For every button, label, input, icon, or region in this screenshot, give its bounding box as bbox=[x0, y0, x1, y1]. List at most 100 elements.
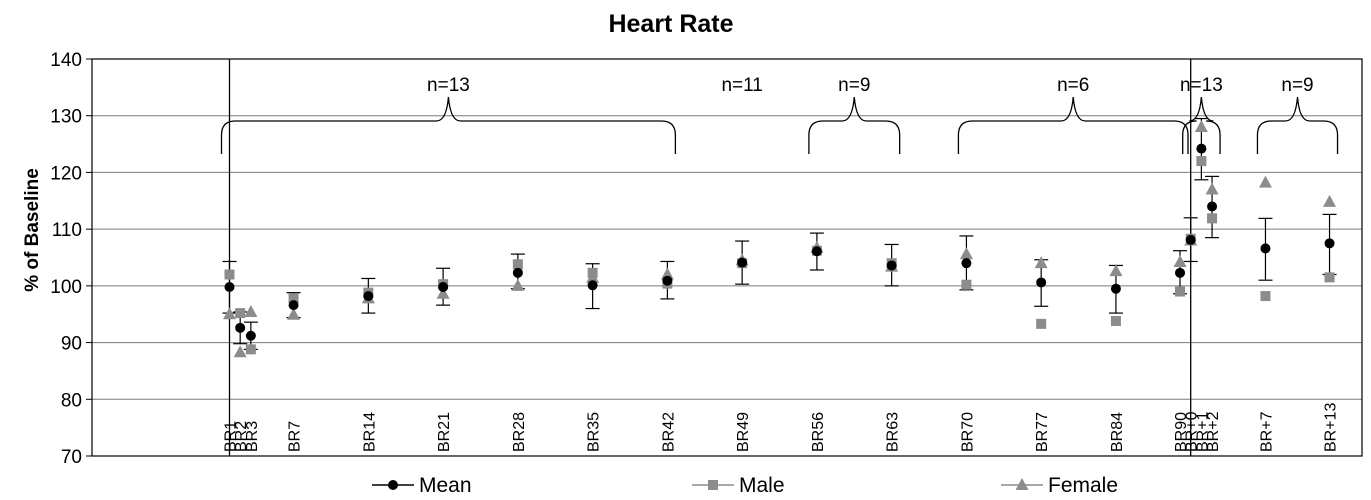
female-point bbox=[1205, 182, 1219, 195]
male-point bbox=[587, 267, 598, 278]
female-point bbox=[244, 304, 258, 317]
male-point bbox=[512, 259, 523, 270]
x-category-label: BR28 bbox=[511, 412, 528, 452]
x-category-label: BR14 bbox=[361, 412, 378, 452]
group-brace bbox=[808, 96, 901, 154]
group-brace bbox=[220, 96, 677, 154]
female-point bbox=[1258, 175, 1272, 188]
group-n-label: n=6 bbox=[1057, 75, 1089, 96]
x-category-label: BR3 bbox=[244, 421, 261, 452]
group-n-label: n=9 bbox=[1281, 75, 1313, 96]
y-tick-label: 70 bbox=[61, 447, 82, 468]
x-category-label: BR77 bbox=[1034, 412, 1051, 452]
female-point bbox=[660, 267, 674, 280]
mean-point bbox=[1207, 201, 1218, 212]
legend-label-mean: Mean bbox=[419, 474, 472, 497]
legend-label-female: Female bbox=[1048, 474, 1118, 497]
x-category-label: BR+13 bbox=[1323, 403, 1340, 452]
y-tick-label: 120 bbox=[50, 163, 82, 184]
male-point bbox=[1207, 213, 1218, 224]
mean-point bbox=[288, 300, 299, 311]
female-point bbox=[1173, 255, 1187, 268]
y-tick-label: 90 bbox=[61, 334, 82, 355]
x-category-label: BR+0 bbox=[1184, 411, 1201, 452]
female-point bbox=[1034, 256, 1048, 269]
female-point bbox=[1109, 264, 1123, 277]
female-point bbox=[1323, 194, 1337, 207]
chart-title: Heart Rate bbox=[608, 10, 733, 38]
y-tick-label: 140 bbox=[50, 50, 82, 71]
x-category-label: BR35 bbox=[586, 412, 603, 452]
mean-point bbox=[662, 275, 673, 286]
mean-point bbox=[245, 330, 256, 341]
female-point bbox=[1194, 120, 1208, 133]
female-point bbox=[287, 307, 301, 320]
mean-point bbox=[587, 280, 598, 291]
y-tick-label: 130 bbox=[50, 107, 82, 128]
legend-marker-female bbox=[1015, 478, 1029, 490]
x-category-label: BR1 bbox=[223, 421, 240, 452]
plot-frame bbox=[91, 58, 1363, 457]
legend-label-male: Male bbox=[739, 474, 785, 497]
mean-point bbox=[438, 281, 449, 292]
male-point bbox=[1036, 318, 1047, 329]
female-point bbox=[959, 247, 973, 260]
male-point bbox=[245, 344, 256, 355]
x-category-label: BR49 bbox=[735, 412, 752, 452]
x-category-label: BR42 bbox=[660, 412, 677, 452]
x-category-label: BR70 bbox=[959, 412, 976, 452]
mean-point bbox=[737, 257, 748, 268]
group-n-label: n=13 bbox=[427, 75, 470, 96]
x-category-label: BR+7 bbox=[1258, 411, 1275, 452]
male-point bbox=[1175, 286, 1186, 297]
group-brace bbox=[1256, 96, 1339, 154]
x-category-label: BR21 bbox=[436, 412, 453, 452]
legend-marker-male bbox=[708, 480, 718, 490]
mean-point bbox=[811, 246, 822, 257]
y-axis-label: % of Baseline bbox=[22, 168, 43, 292]
group-n-label: n=9 bbox=[838, 75, 870, 96]
x-category-label: BR+1 bbox=[1194, 411, 1211, 452]
y-tick-label: 110 bbox=[52, 220, 82, 241]
male-point bbox=[1110, 316, 1121, 327]
mean-point bbox=[1185, 234, 1196, 245]
x-category-label: BR+2 bbox=[1205, 411, 1222, 452]
group-brace bbox=[1182, 96, 1221, 154]
mean-point bbox=[1324, 238, 1335, 249]
male-point bbox=[1324, 272, 1335, 283]
mean-point bbox=[1175, 267, 1186, 278]
female-point bbox=[436, 286, 450, 299]
male-point bbox=[1196, 156, 1207, 167]
female-point bbox=[233, 345, 247, 358]
y-tick-label: 80 bbox=[61, 390, 82, 411]
mean-point bbox=[1110, 283, 1121, 294]
mean-point bbox=[224, 281, 235, 292]
x-category-label: BR7 bbox=[287, 421, 304, 452]
legend: Mean Male Female bbox=[372, 474, 1118, 497]
mean-point bbox=[235, 322, 246, 333]
x-category-label: BR2 bbox=[233, 421, 250, 452]
x-category-label: BR90 bbox=[1173, 412, 1190, 452]
mean-point bbox=[1260, 243, 1271, 254]
mean-point bbox=[886, 260, 897, 271]
male-point bbox=[961, 279, 972, 290]
mean-point bbox=[1036, 277, 1047, 288]
male-point bbox=[224, 269, 235, 280]
male-point bbox=[235, 308, 246, 319]
female-point bbox=[223, 307, 236, 320]
mean-point bbox=[1196, 143, 1207, 154]
male-point bbox=[1260, 291, 1271, 302]
x-category-label: BR84 bbox=[1109, 412, 1126, 452]
y-tick-label: 100 bbox=[50, 277, 82, 298]
group-n-label: n=11 bbox=[721, 75, 762, 96]
mean-point bbox=[961, 258, 972, 269]
x-category-label: BR63 bbox=[885, 412, 902, 452]
female-point bbox=[511, 278, 525, 291]
male-point bbox=[288, 293, 299, 304]
mean-point bbox=[363, 291, 374, 302]
mean-point bbox=[512, 267, 523, 278]
x-category-label: BR56 bbox=[810, 412, 827, 452]
legend-marker-mean bbox=[388, 480, 398, 490]
group-brace bbox=[957, 96, 1189, 154]
group-n-label: n=13 bbox=[1180, 75, 1223, 96]
